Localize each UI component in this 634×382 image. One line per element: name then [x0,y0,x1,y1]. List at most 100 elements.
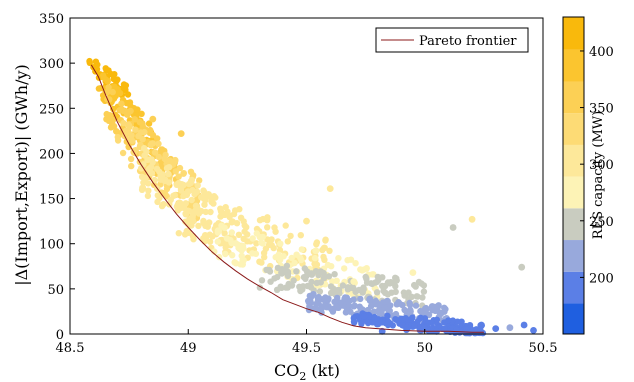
data-point [127,155,135,163]
data-point [283,262,291,269]
data-point [311,254,319,262]
data-point [171,191,178,199]
data-point [249,235,256,242]
colorbar-tick-label: 350 [589,102,614,117]
data-point [420,288,428,295]
data-point [200,187,207,194]
data-point [319,246,326,254]
data-point [428,319,435,326]
data-point [301,265,308,272]
data-point [159,171,166,178]
data-point-outlier [530,327,537,334]
pareto-frontier-line [90,64,484,333]
data-point [172,168,179,175]
data-point [351,302,358,309]
data-point [165,170,172,178]
data-point [421,324,428,331]
data-point [341,295,348,302]
data-point [307,297,314,304]
data-point [235,231,243,238]
data-point [126,99,134,106]
data-point [347,256,355,263]
data-point [144,192,152,200]
x-tick-label: 49.5 [292,341,321,356]
data-point [315,293,322,301]
data-point [321,296,328,303]
data-point [209,233,216,240]
colorbar-tick-label: 300 [589,158,614,173]
data-point [297,232,304,239]
data-point [385,306,392,314]
data-point [403,326,410,333]
data-point [400,289,408,296]
data-point [207,208,214,216]
data-point [227,236,234,244]
x-axis-title: CO2 (kt) [274,361,340,382]
data-point [132,126,139,133]
data-point [138,110,145,118]
data-point [161,177,168,185]
data-point [148,170,156,177]
data-point-outlier [326,185,334,193]
data-point [120,119,127,127]
data-point [423,305,430,313]
data-point [110,105,117,113]
data-point [204,223,211,230]
data-point [240,235,247,242]
data-point [350,296,357,303]
data-point [387,279,394,286]
data-point [308,271,316,278]
data-point [104,88,111,96]
data-point [284,238,291,245]
data-point [258,277,266,284]
data-point [321,256,328,263]
data-point [232,207,239,214]
colorbar-band [563,208,584,241]
data-point [318,303,325,310]
data-point [228,219,235,226]
data-point [222,204,229,211]
x-axis-title-main: CO [274,361,299,380]
data-point [378,319,385,326]
data-point [331,271,338,278]
data-point [373,289,381,296]
data-point [194,182,201,189]
data-point [280,267,288,274]
data-point [188,196,195,204]
data-point [288,282,296,289]
data-point [155,153,162,161]
data-point [293,268,300,275]
data-point [379,282,386,290]
data-point [165,164,173,171]
data-point [308,278,315,286]
data-point [253,230,260,237]
data-point [212,194,219,201]
data-point [288,254,295,262]
data-point [100,74,107,81]
legend: Pareto frontier [375,27,529,53]
data-point [313,279,320,287]
data-point [341,265,348,272]
data-point [155,140,162,147]
data-point [145,120,153,127]
data-point [228,229,235,236]
x-axis-ticks: 48.5 49 49.5 50 50.5 [56,329,557,356]
data-point [187,168,195,175]
data-point [335,255,342,262]
data-point [334,294,341,302]
data-point [218,222,225,229]
data-point [433,316,441,323]
data-point [384,312,391,319]
data-point [316,288,324,295]
colorbar-band [563,240,584,272]
data-point [412,302,420,309]
data-point [402,315,409,322]
data-point [200,235,207,242]
points-layer [86,57,537,337]
data-point [419,294,426,301]
data-point [118,106,126,113]
data-point [185,180,193,188]
data-point [106,116,114,123]
data-point [145,187,152,194]
x-axis-title-unit: (kt) [306,361,340,380]
